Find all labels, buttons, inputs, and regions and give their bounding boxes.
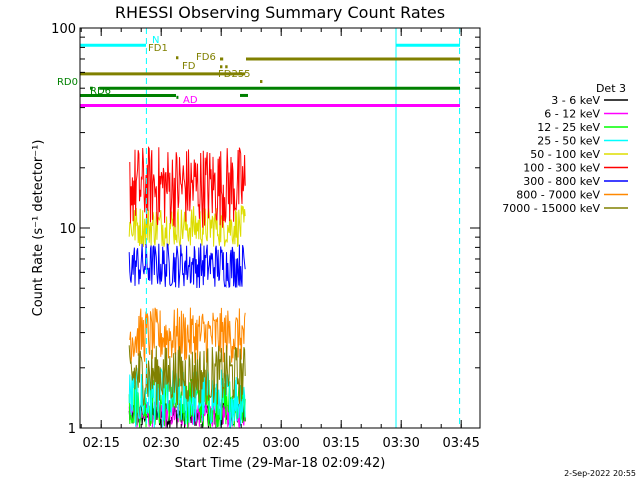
series-line-50-100-kev xyxy=(128,205,246,249)
plot-layer xyxy=(80,28,461,429)
flag-label-fd255: FD255 xyxy=(218,69,251,80)
legend-label-6-12-kev: 6 - 12 keV xyxy=(544,108,600,121)
series-line-800-7000-kev xyxy=(128,307,246,364)
y-tick-label-1: 10 xyxy=(59,222,76,237)
legend-label-25-50-kev: 25 - 50 keV xyxy=(537,135,600,148)
flag-label-ad: AD xyxy=(183,95,198,106)
tick-layer xyxy=(80,27,480,429)
y-axis-label: Count Rate (s⁻¹ detector⁻¹) xyxy=(31,140,46,317)
legend-label-7000-15000-kev: 7000 - 15000 keV xyxy=(502,202,600,215)
y-tick-label-2: 100 xyxy=(51,22,76,37)
flag-label-rd0: RD0 xyxy=(57,77,78,88)
flag-label-fd: FD xyxy=(182,61,196,72)
y-tick-label-0: 1 xyxy=(68,422,76,437)
flag-label-fd6: FD6 xyxy=(196,52,216,63)
series-line-7000-15000-kev xyxy=(128,345,246,407)
flag-label-n: N xyxy=(152,35,159,46)
x-tick-label-0: 02:15 xyxy=(82,436,119,451)
chart-title: RHESSI Observing Summary Count Rates xyxy=(115,3,445,22)
series-line-300-800-kev xyxy=(128,243,246,289)
legend-label-800-7000-kev: 800 - 7000 keV xyxy=(516,189,600,202)
x-tick-label-4: 03:15 xyxy=(322,436,359,451)
legend-title: Det 3 xyxy=(596,82,626,95)
x-axis-label: Start Time (29-Mar-18 02:09:42) xyxy=(175,456,386,471)
flag-label-fd1: FD1 xyxy=(148,43,168,54)
series-line-100-300-kev xyxy=(128,146,246,228)
flag-label-rd6: RD6 xyxy=(90,86,111,97)
x-tick-label-2: 02:45 xyxy=(202,436,239,451)
x-tick-label-6: 03:45 xyxy=(442,436,479,451)
legend-label-3-6-kev: 3 - 6 keV xyxy=(551,94,600,107)
timestamp: 2-Sep-2022 20:55 xyxy=(564,469,636,478)
legend-label-300-800-kev: 300 - 800 keV xyxy=(523,175,600,188)
x-tick-label-5: 03:30 xyxy=(382,436,419,451)
x-tick-label-1: 02:30 xyxy=(142,436,179,451)
legend-label-100-300-kev: 100 - 300 keV xyxy=(523,162,600,175)
legend-label-50-100-kev: 50 - 100 keV xyxy=(530,148,600,161)
legend-label-12-25-kev: 12 - 25 keV xyxy=(537,121,600,134)
x-tick-label-3: 03:00 xyxy=(262,436,299,451)
